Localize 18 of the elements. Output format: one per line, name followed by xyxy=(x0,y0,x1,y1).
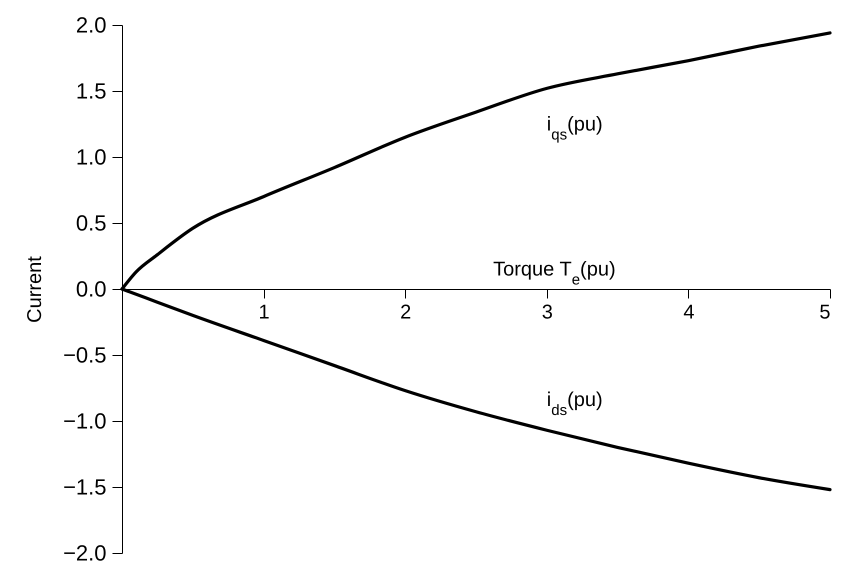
series-label: i$_{qs}$(pu) xyxy=(546,113,603,143)
x-tick-label: 5 xyxy=(819,302,830,324)
y-axis-title: Current xyxy=(24,256,46,323)
y-tick-label: −0.5 xyxy=(63,342,106,368)
x-axis-title: Torque T$_{e}$(pu) xyxy=(493,258,616,288)
x-tick-label: 3 xyxy=(542,302,553,324)
x-tick-label: 1 xyxy=(258,302,270,324)
y-tick-label: −1.5 xyxy=(63,474,106,500)
y-tick-label: 2.0 xyxy=(76,12,106,38)
y-tick-label: 0.0 xyxy=(76,276,106,302)
series-label: i$_{ds}$(pu) xyxy=(546,389,603,419)
y-tick-label: −2.0 xyxy=(63,540,106,566)
x-tick-label: 4 xyxy=(683,302,694,324)
x-tick-label: 2 xyxy=(400,302,412,324)
y-tick-label: −1.0 xyxy=(63,408,106,434)
y-tick-label: 0.5 xyxy=(76,210,106,236)
y-tick-label: 1.0 xyxy=(76,144,106,170)
y-tick-label: 1.5 xyxy=(76,78,106,104)
